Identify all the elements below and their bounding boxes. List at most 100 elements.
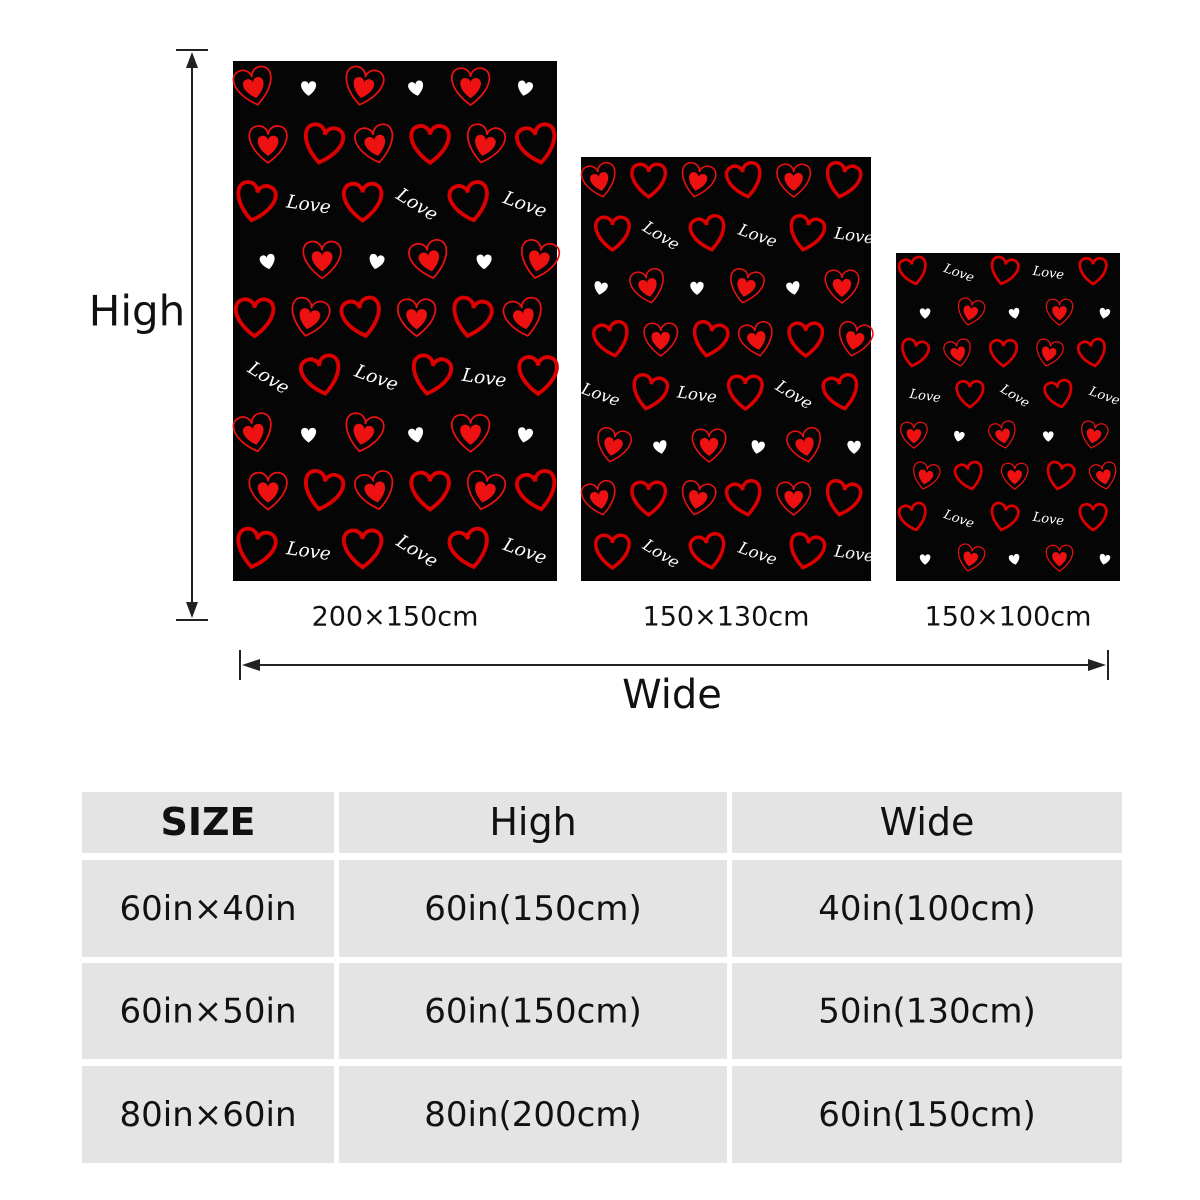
heart-fill xyxy=(353,423,375,445)
heart-fill xyxy=(299,308,321,330)
heart-white xyxy=(369,253,385,270)
heart-fill xyxy=(795,437,814,456)
heart-stroke xyxy=(341,181,384,223)
heart-fill xyxy=(475,481,496,503)
heart-fill xyxy=(784,490,803,509)
blanket-size: 150×130cm xyxy=(643,602,810,633)
table-value: 80in×60in xyxy=(119,1095,296,1135)
heart-white xyxy=(919,554,931,565)
heart-outline xyxy=(1036,338,1064,367)
heart-white xyxy=(786,281,800,295)
heart-stroke xyxy=(990,501,1020,532)
width-label: Wide xyxy=(622,672,722,718)
heart-fill xyxy=(257,482,279,503)
heart-white xyxy=(1008,553,1020,565)
heart-fill xyxy=(1042,346,1057,362)
heart-outline xyxy=(232,65,272,106)
heart-stroke xyxy=(1046,460,1076,491)
heart-outline xyxy=(681,161,717,198)
pattern-word: Love xyxy=(1031,510,1065,529)
heart-outline xyxy=(248,125,288,164)
table-cell xyxy=(732,860,1122,957)
heart-white xyxy=(1008,307,1020,319)
heart-outline xyxy=(580,161,616,198)
heart-fill xyxy=(918,469,934,485)
heart-white xyxy=(751,440,765,454)
table-value: 40in(100cm) xyxy=(818,889,1036,929)
table-cell xyxy=(339,860,727,957)
table-value: 60in(150cm) xyxy=(424,889,642,929)
heart-stroke xyxy=(688,213,726,252)
heart-outline xyxy=(776,163,812,198)
heart-fill xyxy=(590,490,609,509)
heart-white xyxy=(690,281,704,295)
heart-fill xyxy=(651,331,670,350)
heart-stroke xyxy=(789,213,827,252)
table-header: High xyxy=(489,800,576,844)
heart-outline xyxy=(1088,461,1117,490)
table-cell xyxy=(339,792,727,853)
heart-fill xyxy=(950,346,966,362)
heart-fill xyxy=(475,134,496,156)
heart-white xyxy=(301,427,317,443)
heart-fill xyxy=(963,305,979,321)
heart-fill xyxy=(353,77,375,99)
heart-white xyxy=(919,308,931,319)
heart-fill xyxy=(846,331,865,350)
heart-fill xyxy=(638,278,657,297)
table-cell xyxy=(732,1066,1122,1163)
blanket-fabric xyxy=(581,157,871,581)
heart-outline xyxy=(943,338,971,367)
heart-stroke xyxy=(1043,378,1073,409)
heart-stroke xyxy=(409,124,451,166)
heart-fill xyxy=(311,251,333,272)
table-header: Wide xyxy=(880,800,975,844)
heart-fill xyxy=(364,481,386,503)
pattern-word: Love xyxy=(1031,264,1065,283)
heart-fill xyxy=(963,551,979,567)
heart-stroke xyxy=(897,255,927,286)
heart-white xyxy=(408,427,424,443)
heart-stroke xyxy=(724,160,762,199)
blanket-size: 200×150cm xyxy=(312,602,479,633)
heart-white xyxy=(1099,307,1111,319)
heart-white xyxy=(954,430,965,442)
heart-stroke xyxy=(897,501,927,532)
heart-white xyxy=(1043,431,1054,442)
heart-outline xyxy=(1081,420,1109,449)
table-cell xyxy=(732,792,1122,853)
table-cell xyxy=(732,963,1122,1059)
heart-white xyxy=(259,253,275,270)
table-value: 60in×40in xyxy=(119,889,296,929)
heart-white xyxy=(518,80,534,96)
table-cell xyxy=(82,792,334,853)
heart-fill xyxy=(1096,469,1111,485)
heart-stroke xyxy=(1076,337,1106,368)
table-value: 60in(150cm) xyxy=(424,992,642,1032)
pattern-word: Love xyxy=(908,387,942,406)
table-header: SIZE xyxy=(160,800,255,844)
heart-white xyxy=(301,81,317,96)
heart-white xyxy=(847,440,861,454)
heart-fill xyxy=(257,135,279,156)
heart-outline xyxy=(957,543,986,572)
heart-fill xyxy=(689,490,708,509)
heart-fill xyxy=(784,172,803,191)
height-arrow xyxy=(176,49,208,621)
heart-fill xyxy=(1052,306,1067,321)
heart-outline xyxy=(450,67,491,107)
heart-stroke xyxy=(594,533,631,571)
table-value: 50in(130cm) xyxy=(818,992,1036,1032)
blanket-size: 150×100cm xyxy=(925,602,1092,633)
table-cell xyxy=(82,860,334,957)
heart-fill xyxy=(747,331,766,350)
heart-fill xyxy=(699,437,719,456)
blanket-fabric xyxy=(896,253,1120,581)
heart-white xyxy=(476,254,492,270)
table-cell xyxy=(82,963,334,1059)
heart-stroke xyxy=(236,526,278,570)
